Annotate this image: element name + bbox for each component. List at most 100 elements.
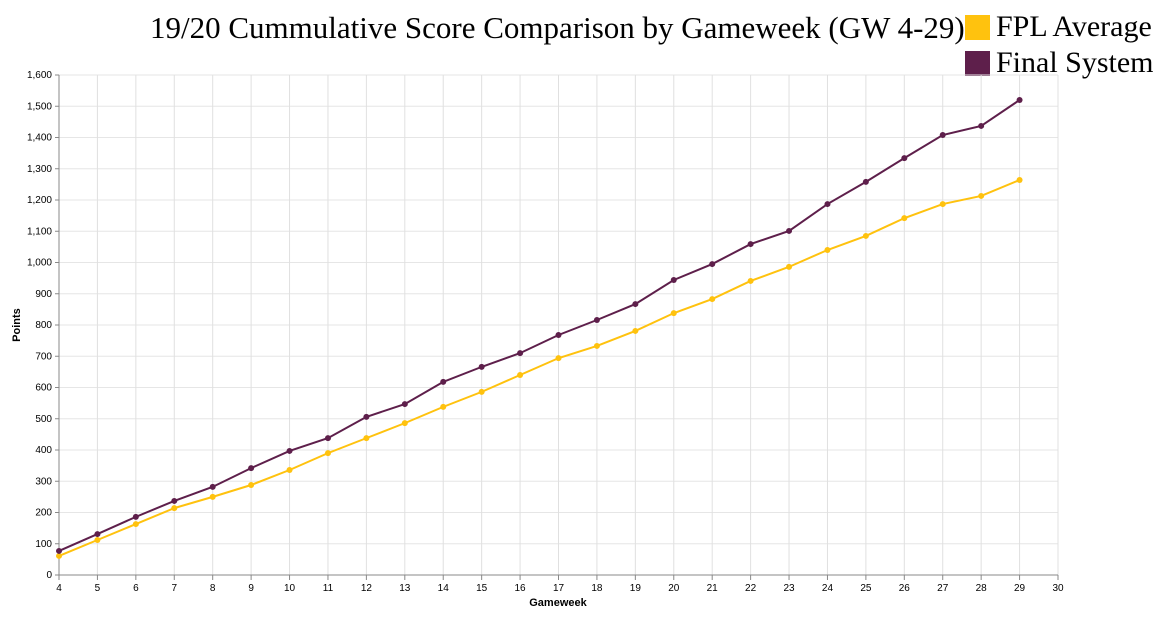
x-tick-label: 15 [476,583,488,594]
y-tick-label: 200 [35,508,52,519]
data-point [824,201,831,208]
legend-swatch [965,14,990,40]
x-tick-label: 28 [976,583,988,594]
x-tick-label: 13 [399,583,411,594]
x-tick-label: 18 [591,583,603,594]
legend-label: Final System [996,46,1154,79]
data-point [670,277,677,283]
x-tick-label: 24 [822,583,834,594]
x-tick-label: 7 [171,583,177,594]
data-point [286,467,293,473]
x-tick-label: 19 [630,583,642,594]
x-tick-label: 25 [860,583,872,594]
data-point [670,310,677,317]
data-point [786,263,793,270]
data-point [901,155,908,162]
x-tick-label: 10 [284,583,296,594]
data-point [978,122,985,129]
data-point [786,227,793,234]
x-tick-label: 21 [707,583,719,594]
data-point [939,132,946,138]
data-point [248,482,255,488]
data-point [401,401,408,408]
legend-item-final-system: Final System [965,46,1154,80]
x-tick-label: 16 [515,583,527,594]
legend-swatch [965,50,990,76]
y-tick-label: 900 [35,289,52,300]
legend-label: FPL Average [996,10,1152,43]
series-line-1 [58,99,1021,552]
y-tick-label: 1,600 [27,70,52,81]
data-point [862,178,869,185]
data-point [939,201,946,208]
y-tick-label: 800 [35,320,52,331]
data-point [171,497,178,504]
series-line-0 [58,179,1020,557]
data-point [56,547,62,554]
y-tick-label: 400 [35,445,52,456]
data-point [517,372,524,378]
y-tick-label: 300 [35,476,52,487]
x-tick-label: 23 [783,583,795,594]
x-tick-label: 6 [133,583,139,594]
data-point [171,505,178,512]
data-point [747,277,754,284]
y-tick-label: 1,500 [27,101,52,112]
x-tick-label: 4 [56,583,62,594]
data-point [901,215,908,222]
x-tick-label: 27 [937,583,949,594]
data-point [94,537,101,543]
data-point [747,241,754,248]
data-point [209,483,216,490]
y-tick-label: 1,300 [27,164,52,175]
y-tick-label: 1,000 [27,258,52,269]
x-tick-label: 9 [248,583,254,594]
y-tick-label: 100 [35,539,52,550]
data-point [555,355,562,362]
data-point [132,521,139,528]
x-tick-label: 17 [553,583,565,594]
y-tick-label: 700 [35,351,52,362]
x-tick-label: 22 [745,583,757,594]
x-tick-label: 30 [1052,583,1064,594]
data-point [632,301,639,308]
data-point [709,296,716,303]
x-tick-label: 11 [323,583,334,594]
data-point [862,232,869,239]
data-point [709,261,716,268]
data-point [56,552,62,559]
data-point [440,403,447,410]
x-tick-label: 14 [438,583,450,594]
data-point [593,317,600,323]
data-point [401,420,408,427]
data-point [632,327,639,334]
y-tick-label: 1,400 [27,133,52,144]
legend-item-fpl-average: FPL Average [965,10,1152,44]
data-point [478,388,485,395]
data-point [324,450,331,457]
data-point [478,363,485,370]
x-tick-label: 26 [899,583,911,594]
y-tick-label: 1,200 [27,195,52,206]
data-point [1016,97,1023,103]
chart-title: 19/20 Cummulative Score Comparison by Ga… [150,10,965,45]
data-point [1016,177,1023,183]
data-point [363,413,370,420]
data-point [209,493,216,500]
data-point [132,513,139,520]
data-point [555,332,562,338]
data-point [94,531,101,538]
y-tick-label: 1,100 [27,226,52,237]
data-point [324,435,331,442]
data-point [248,465,255,472]
y-tick-label: 500 [35,414,52,425]
x-tick-label: 8 [210,583,216,594]
y-axis-label: Points [11,308,23,342]
data-point [824,247,831,253]
data-point [593,342,600,349]
data-point [440,378,447,385]
y-tick-label: 0 [46,570,52,581]
y-tick-label: 600 [35,383,52,394]
data-point [286,447,293,454]
